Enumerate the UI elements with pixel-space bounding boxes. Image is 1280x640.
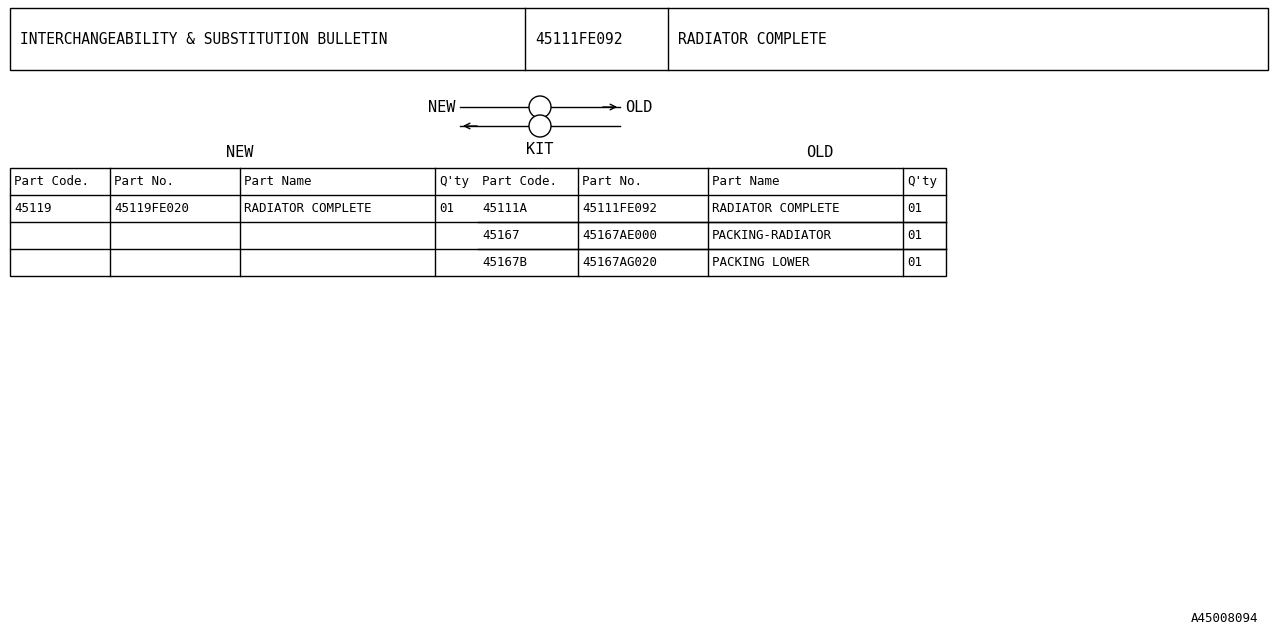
Circle shape bbox=[529, 115, 550, 137]
Text: PACKING LOWER: PACKING LOWER bbox=[712, 256, 809, 269]
Text: 45111FE092: 45111FE092 bbox=[582, 202, 657, 215]
Text: Part No.: Part No. bbox=[114, 175, 174, 188]
Text: 45167B: 45167B bbox=[483, 256, 527, 269]
Text: NEW: NEW bbox=[428, 99, 454, 115]
Text: Q'ty: Q'ty bbox=[908, 175, 937, 188]
Text: Part Code.: Part Code. bbox=[483, 175, 557, 188]
Text: Part No.: Part No. bbox=[582, 175, 643, 188]
Text: KIT: KIT bbox=[526, 141, 554, 157]
Text: Part Name: Part Name bbox=[244, 175, 311, 188]
Text: Q'ty: Q'ty bbox=[439, 175, 468, 188]
Text: 01: 01 bbox=[908, 256, 922, 269]
Text: OLD: OLD bbox=[625, 99, 653, 115]
Text: 45167AG020: 45167AG020 bbox=[582, 256, 657, 269]
Bar bbox=[10, 8, 1268, 70]
Text: Part Code.: Part Code. bbox=[14, 175, 90, 188]
Text: RADIATOR COMPLETE: RADIATOR COMPLETE bbox=[244, 202, 371, 215]
Text: 45119FE020: 45119FE020 bbox=[114, 202, 189, 215]
Text: PACKING-RADIATOR: PACKING-RADIATOR bbox=[712, 229, 832, 242]
Text: 45167AE000: 45167AE000 bbox=[582, 229, 657, 242]
Bar bbox=[10, 168, 946, 276]
Circle shape bbox=[529, 96, 550, 118]
Text: OLD: OLD bbox=[806, 145, 833, 159]
Text: 01: 01 bbox=[439, 202, 454, 215]
Text: 45111A: 45111A bbox=[483, 202, 527, 215]
Text: 01: 01 bbox=[908, 202, 922, 215]
Text: NEW: NEW bbox=[227, 145, 253, 159]
Text: 45167: 45167 bbox=[483, 229, 520, 242]
Text: A45008094: A45008094 bbox=[1190, 611, 1258, 625]
Text: 45119: 45119 bbox=[14, 202, 51, 215]
Text: INTERCHANGEABILITY & SUBSTITUTION BULLETIN: INTERCHANGEABILITY & SUBSTITUTION BULLET… bbox=[20, 31, 388, 47]
Text: RADIATOR COMPLETE: RADIATOR COMPLETE bbox=[678, 31, 827, 47]
Text: 01: 01 bbox=[908, 229, 922, 242]
Text: 45111FE092: 45111FE092 bbox=[535, 31, 622, 47]
Text: RADIATOR COMPLETE: RADIATOR COMPLETE bbox=[712, 202, 840, 215]
Text: Part Name: Part Name bbox=[712, 175, 780, 188]
